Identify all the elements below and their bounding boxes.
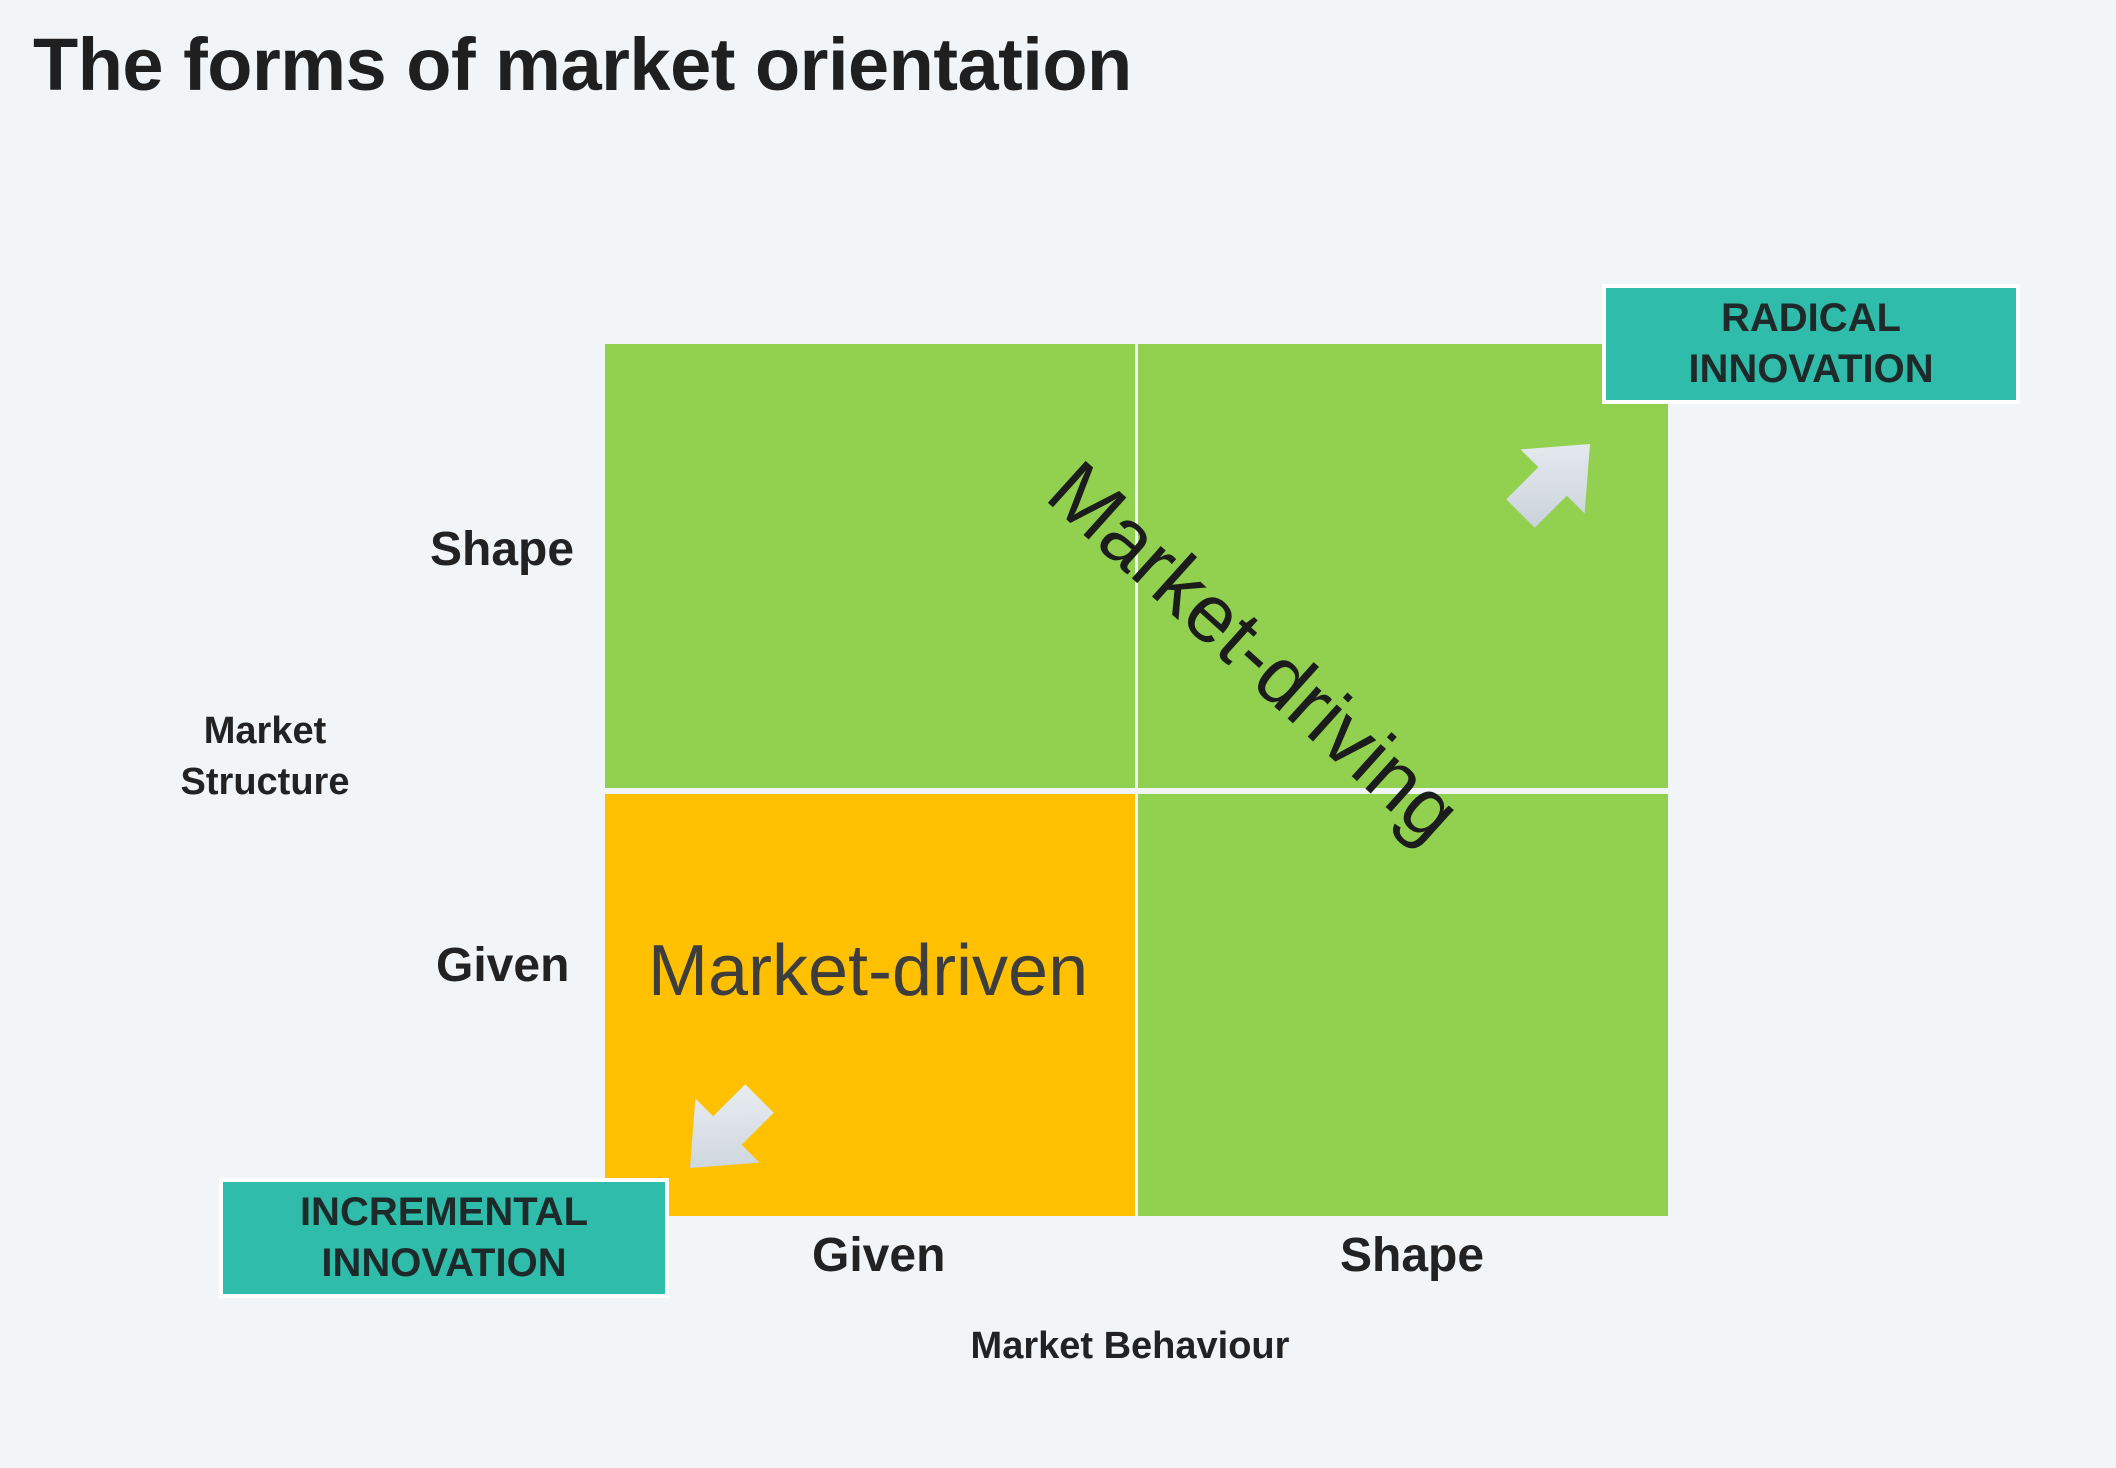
incremental-innovation-callout: INCREMENTAL INNOVATION [219,1178,669,1298]
x-tick-given: Given [812,1229,946,1282]
radical-line2: INNOVATION [1688,347,1934,391]
quadrant-shape-given [605,344,1135,788]
arrow-down-left-icon [690,1084,774,1168]
y-axis-label-line1: Market [203,710,327,752]
quadrant-shape-shape [1138,344,1668,788]
radical-line1: RADICAL [1721,296,1901,340]
y-axis-label-line2: Structure [180,761,350,803]
incremental-line1: INCREMENTAL [299,1190,589,1234]
arrow-up-right-icon [1506,444,1590,528]
y-tick-shape: Shape [430,523,575,576]
y-axis-label: Market Structure [165,706,365,808]
x-tick-shape: Shape [1340,1229,1485,1282]
page-title: The forms of market orientation [33,23,1132,106]
incremental-line2: INNOVATION [321,1241,567,1285]
market-driven-label: Market-driven [648,931,1089,1011]
y-tick-given: Given [436,939,570,992]
radical-innovation-callout: RADICAL INNOVATION [1602,284,2020,404]
x-axis-label: Market Behaviour [970,1325,1290,1367]
quadrant-given-shape [1138,794,1668,1216]
